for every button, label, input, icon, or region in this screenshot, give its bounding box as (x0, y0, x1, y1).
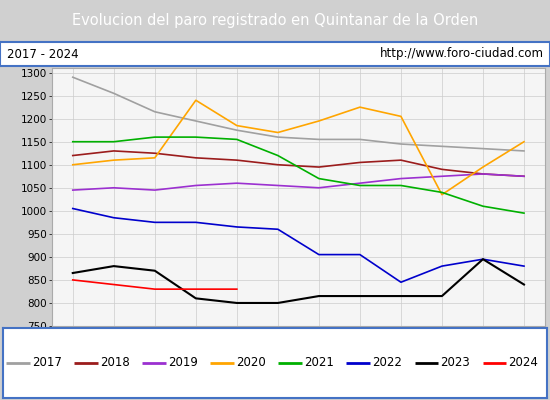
Text: 2017 - 2024: 2017 - 2024 (7, 48, 78, 60)
Text: 2024: 2024 (508, 356, 538, 370)
Text: http://www.foro-ciudad.com: http://www.foro-ciudad.com (379, 48, 543, 60)
Text: Evolucion del paro registrado en Quintanar de la Orden: Evolucion del paro registrado en Quintan… (72, 14, 478, 28)
Text: 2020: 2020 (236, 356, 266, 370)
Text: 2018: 2018 (100, 356, 130, 370)
Text: 2019: 2019 (168, 356, 198, 370)
Text: 2022: 2022 (372, 356, 402, 370)
Text: 2023: 2023 (441, 356, 470, 370)
Text: 2017: 2017 (32, 356, 62, 370)
Text: 2021: 2021 (304, 356, 334, 370)
